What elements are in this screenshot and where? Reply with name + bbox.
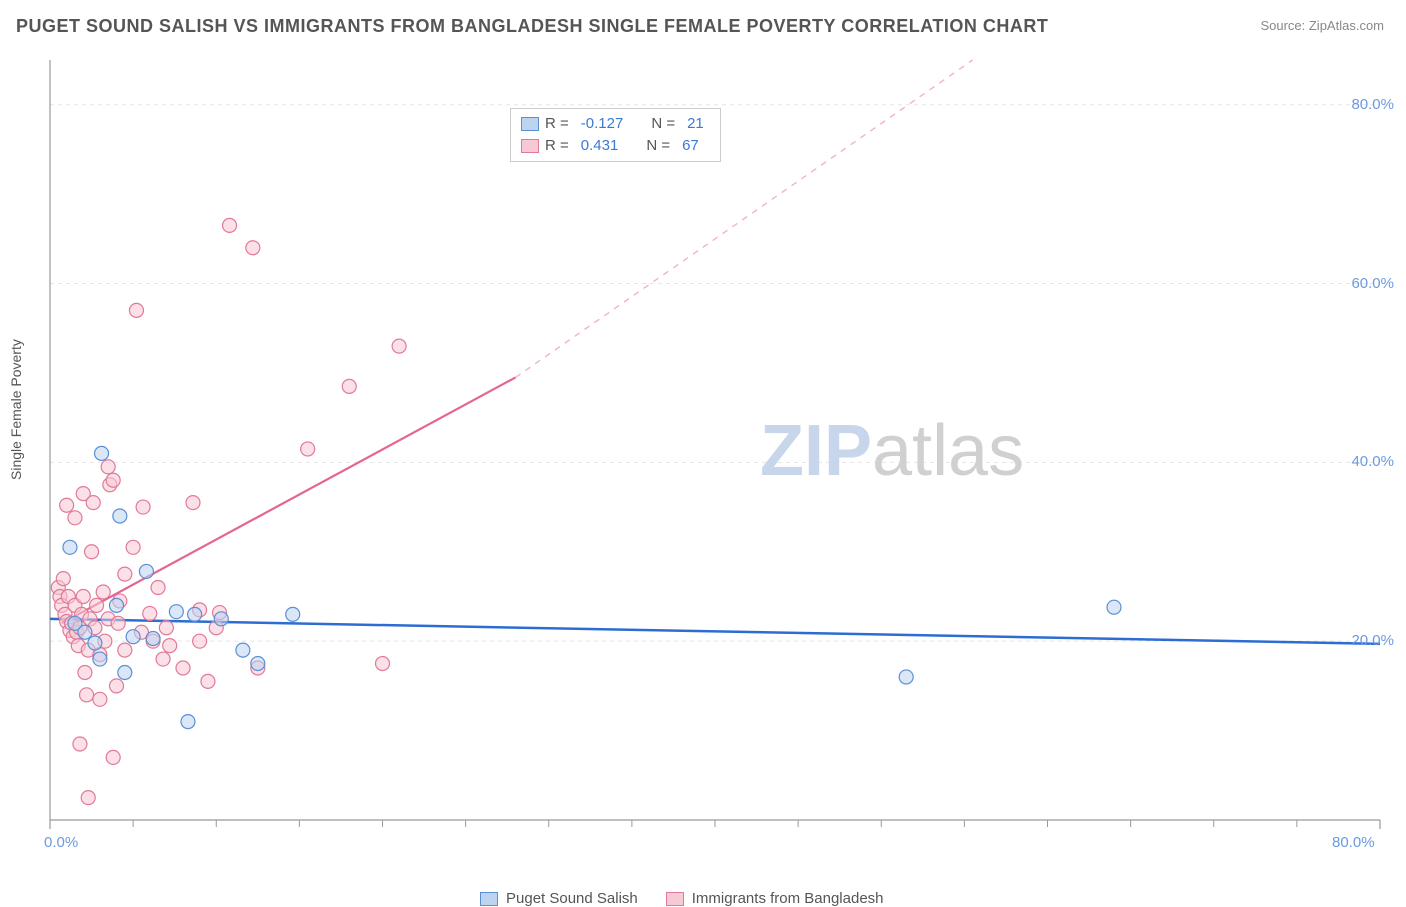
legend-stats: R =-0.127N =21R =0.431N =67: [510, 108, 721, 162]
legend-series-label: Puget Sound Salish: [506, 890, 638, 907]
legend-series: Puget Sound Salish Immigrants from Bangla…: [480, 890, 884, 907]
legend-swatch: [521, 117, 539, 131]
legend-series-item: Puget Sound Salish: [480, 890, 638, 907]
legend-stat-row: R =0.431N =67: [521, 135, 710, 157]
chart-container: Single Female Poverty ZIPatlas R =-0.127…: [0, 50, 1406, 892]
x-tick-label: 0.0%: [44, 834, 78, 851]
legend-swatch: [521, 139, 539, 153]
source-attribution: Source: ZipAtlas.com: [1260, 18, 1384, 33]
legend-swatch: [666, 892, 684, 906]
legend-series-label: Immigrants from Bangladesh: [692, 890, 884, 907]
scatter-plot: [0, 50, 1400, 840]
y-tick-label: 20.0%: [1351, 632, 1394, 649]
y-tick-label: 40.0%: [1351, 453, 1394, 470]
x-tick-label: 80.0%: [1332, 834, 1375, 851]
y-tick-label: 80.0%: [1351, 96, 1394, 113]
legend-stat-row: R =-0.127N =21: [521, 113, 710, 135]
legend-swatch: [480, 892, 498, 906]
y-tick-label: 60.0%: [1351, 275, 1394, 292]
chart-title: PUGET SOUND SALISH VS IMMIGRANTS FROM BA…: [16, 16, 1048, 37]
legend-series-item: Immigrants from Bangladesh: [666, 890, 884, 907]
